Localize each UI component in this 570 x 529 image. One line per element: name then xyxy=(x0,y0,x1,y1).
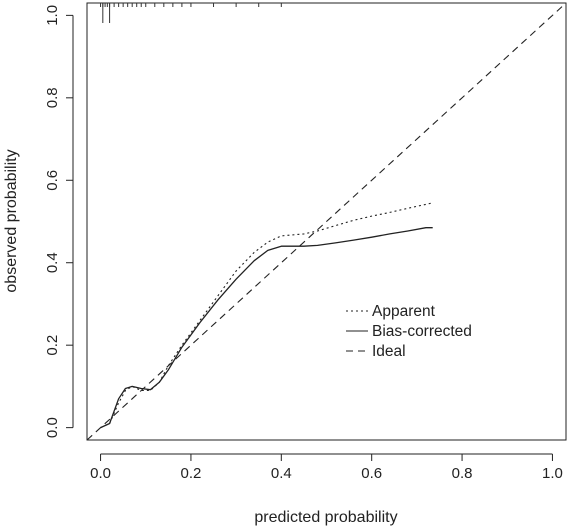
legend: Apparent Bias-corrected Ideal xyxy=(346,303,472,360)
y-tick-label: 1.0 xyxy=(44,5,61,26)
x-tick-label: 1.0 xyxy=(542,465,563,482)
x-tick-label: 0.2 xyxy=(181,465,202,482)
series-line-ideal xyxy=(86,2,567,441)
y-tick-label: 0.0 xyxy=(44,417,61,438)
y-tick-label: 0.6 xyxy=(44,170,61,191)
legend-label: Bias-corrected xyxy=(372,323,472,340)
y-axis: 0.0 0.2 0.4 0.6 0.8 1.0 xyxy=(44,5,74,438)
x-tick-label: 0.6 xyxy=(361,465,382,482)
y-tick-label: 0.2 xyxy=(44,335,61,356)
series-layer xyxy=(86,2,567,441)
x-tick-label: 0.0 xyxy=(90,465,111,482)
series-line-apparent xyxy=(100,202,433,429)
series-line-bias-corrected xyxy=(100,227,433,429)
rug-marks xyxy=(100,3,282,23)
x-tick-label: 0.4 xyxy=(271,465,292,482)
legend-label: Apparent xyxy=(372,303,436,320)
x-axis: 0.0 0.2 0.4 0.6 0.8 1.0 xyxy=(90,453,563,482)
plot-box xyxy=(86,2,567,441)
x-tick-label: 0.8 xyxy=(452,465,473,482)
legend-label: Ideal xyxy=(372,343,406,360)
x-axis-title: predicted probability xyxy=(254,509,397,526)
y-tick-label: 0.4 xyxy=(44,252,61,273)
y-tick-label: 0.8 xyxy=(44,87,61,108)
y-axis-title: observed probability xyxy=(3,149,20,292)
